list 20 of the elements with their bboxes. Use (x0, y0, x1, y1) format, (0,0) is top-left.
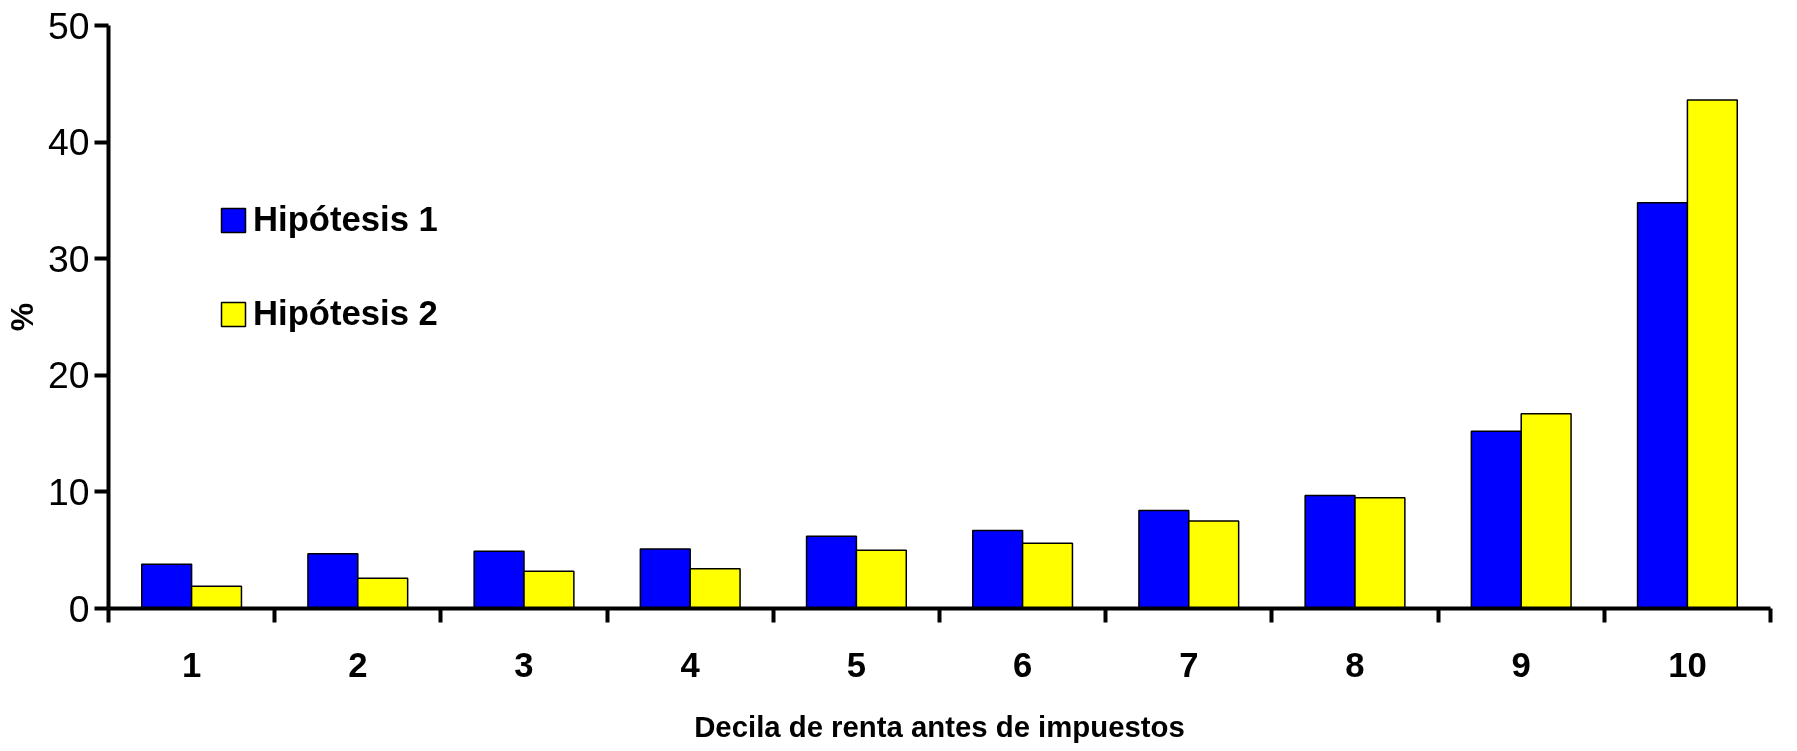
legend-label: Hipótesis 2 (253, 294, 438, 333)
x-tick-label: 10 (1668, 645, 1707, 684)
x-axis-title: Decila de renta antes de impuestos (694, 709, 1185, 743)
x-tick-label: 7 (1179, 645, 1199, 684)
legend-label: Hipótesis 1 (253, 200, 438, 239)
y-tick-label: 20 (47, 354, 90, 397)
x-tick-label: 5 (846, 645, 867, 684)
y-tick-label: 30 (47, 237, 90, 280)
x-tick-label: 9 (1511, 645, 1531, 684)
y-tick-label: 50 (47, 4, 90, 47)
x-tick-label: 2 (348, 645, 368, 684)
x-tick-label: 4 (680, 645, 701, 684)
y-axis-title: % (3, 302, 40, 332)
x-tick-label: 3 (514, 645, 534, 684)
x-tick-label: 6 (1012, 645, 1033, 684)
x-tick-label: 8 (1345, 645, 1365, 684)
y-tick-label: 0 (68, 587, 90, 630)
y-tick-label: 40 (47, 121, 90, 164)
y-tick-label: 10 (47, 470, 90, 513)
x-tick-label: 1 (181, 645, 202, 684)
